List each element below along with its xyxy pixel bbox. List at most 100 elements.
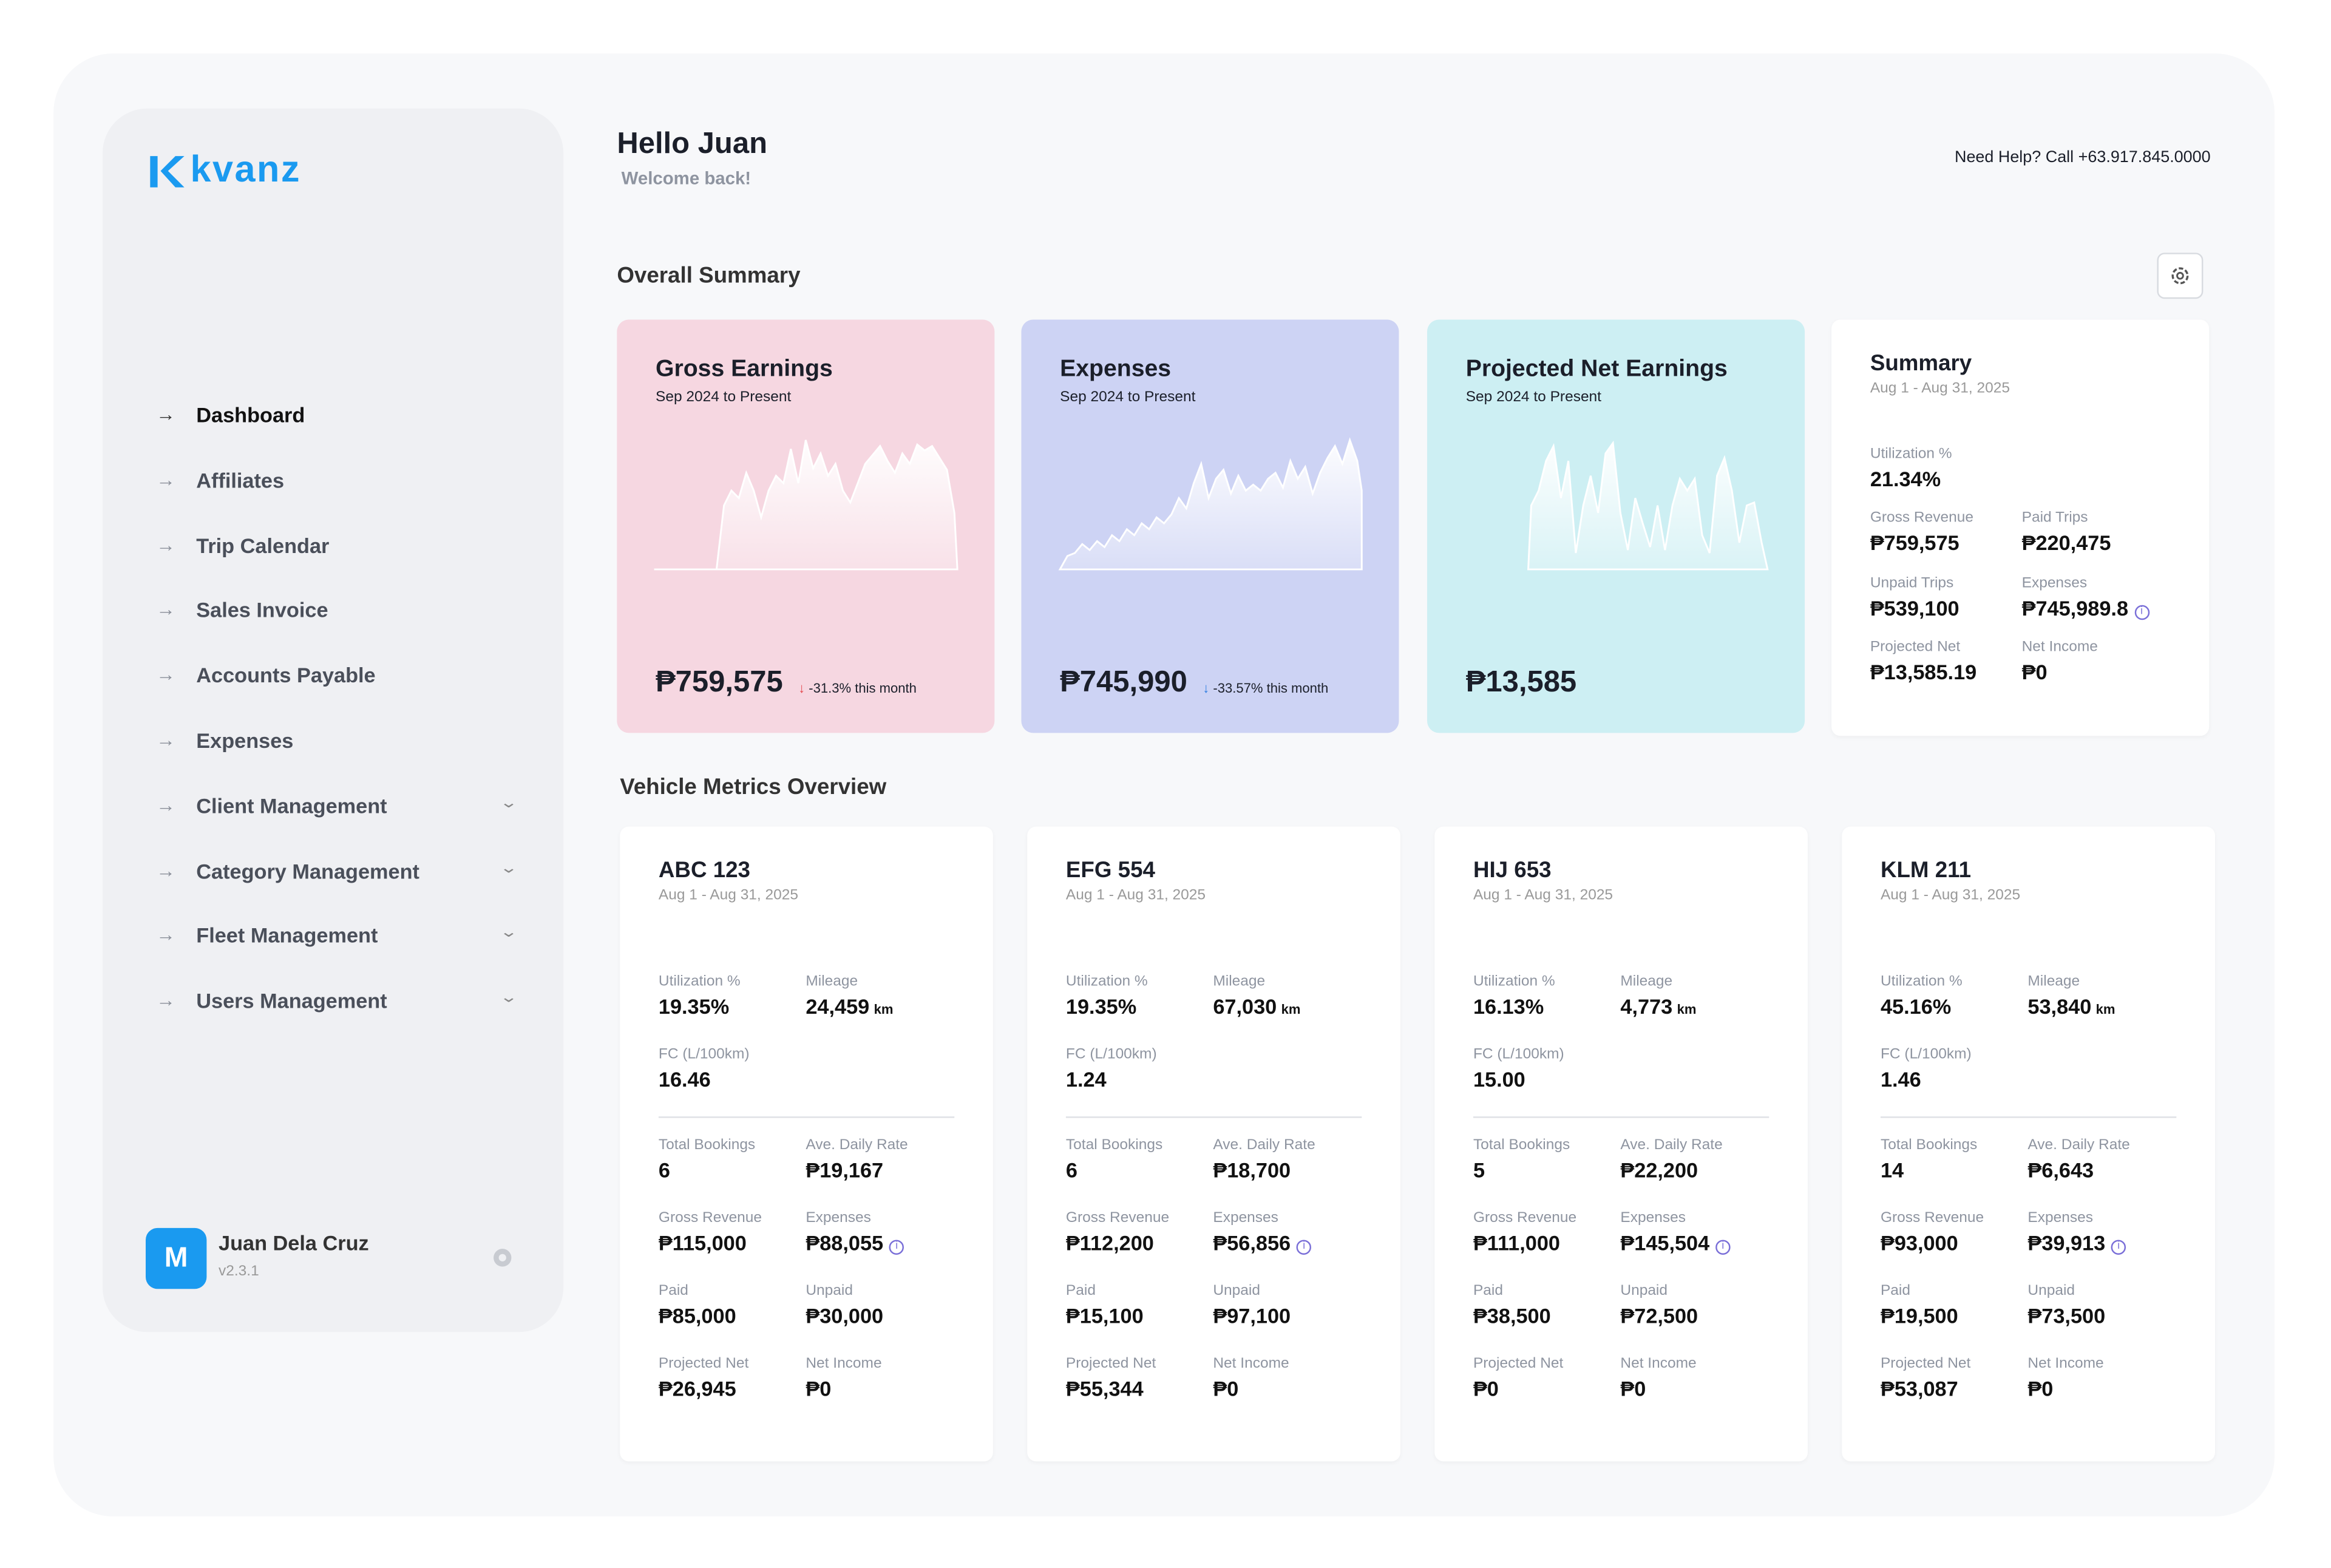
subtitle: Welcome back! bbox=[621, 168, 752, 189]
nav-item[interactable]: → Users Management ⌄ bbox=[149, 988, 528, 1017]
value-text: 14 bbox=[1880, 1158, 1904, 1182]
metric-label: Ave. Daily Rate bbox=[1620, 1137, 1723, 1154]
metric-value: ₱145,504 i bbox=[1620, 1230, 1731, 1255]
nav-arrow: → bbox=[156, 989, 175, 1011]
card-amount: ₱13,585 bbox=[1465, 666, 1577, 699]
metric-label: Net Income bbox=[2021, 639, 2098, 656]
help-text[interactable]: Need Help? Call +63.917.845.0000 bbox=[1954, 148, 2211, 167]
value-text: ₱38,500 bbox=[1473, 1303, 1551, 1328]
metric-value: ₱745,989.8 i bbox=[2022, 596, 2149, 620]
vehicle-card: ABC 123 Aug 1 - Aug 31, 2025 Utilization %… bbox=[620, 826, 993, 1462]
value-text: ₱30,000 bbox=[806, 1303, 884, 1328]
metric-value: ₱93,000 bbox=[1881, 1231, 1958, 1255]
settings-button[interactable] bbox=[2157, 253, 2204, 299]
vehicle-name: KLM 211 bbox=[1880, 858, 1972, 883]
divider bbox=[1065, 1116, 1362, 1118]
value-text: 67,030 bbox=[1213, 994, 1277, 1019]
change-text: -31.3% this month bbox=[809, 680, 917, 696]
nav-label: Users Management bbox=[196, 989, 387, 1013]
sidebar bbox=[102, 108, 564, 1332]
metric-label: FC (L/100km) bbox=[1473, 1047, 1564, 1064]
info-icon: i bbox=[2134, 605, 2149, 620]
value-text: 16.46 bbox=[658, 1067, 711, 1091]
metric-value: 16.46 bbox=[659, 1067, 711, 1091]
metric-label: Total Bookings bbox=[1880, 1137, 1978, 1154]
metric-value: ₱759,575 bbox=[1870, 531, 1959, 554]
brand: kvanz bbox=[190, 148, 301, 191]
metric-label: Net Income bbox=[2027, 1356, 2104, 1373]
metric-value: ₱0 bbox=[2027, 1377, 2053, 1400]
unit: km bbox=[2095, 1002, 2116, 1017]
metric-value: ₱55,344 bbox=[1066, 1377, 1144, 1400]
value-text: ₱53,087 bbox=[1880, 1376, 1958, 1400]
vehicle-period: Aug 1 - Aug 31, 2025 bbox=[658, 888, 799, 904]
nav-item[interactable]: → Category Management ⌄ bbox=[149, 857, 528, 887]
value-text: ₱26,945 bbox=[658, 1376, 736, 1400]
metric-value: 1.24 bbox=[1066, 1067, 1107, 1091]
metric-label: Unpaid Trips bbox=[1870, 575, 1954, 592]
metric-value: ₱111,000 bbox=[1473, 1231, 1560, 1255]
value-text: ₱93,000 bbox=[1880, 1230, 1958, 1255]
value-text: ₱88,055 bbox=[806, 1230, 884, 1255]
metric-label: Utilization % bbox=[1880, 974, 1963, 991]
vehicle-card: HIJ 653 Aug 1 - Aug 31, 2025 Utilization %… bbox=[1434, 826, 1808, 1462]
metric-label: Utilization % bbox=[1473, 974, 1555, 991]
metric-value: ₱220,475 bbox=[2022, 531, 2111, 554]
value-text: ₱55,344 bbox=[1065, 1376, 1144, 1400]
metric-value: ₱0 bbox=[2022, 660, 2048, 684]
value-text: ₱0 bbox=[806, 1376, 832, 1400]
value-text: ₱19,500 bbox=[1880, 1303, 1958, 1328]
metric-value: 19.35% bbox=[1066, 994, 1136, 1018]
nav-item[interactable]: → Trip Calendar bbox=[149, 532, 528, 562]
divider bbox=[1473, 1116, 1769, 1118]
value-text: ₱759,575 bbox=[1870, 531, 1959, 555]
metric-value: ₱0 bbox=[1620, 1377, 1646, 1400]
value-text: ₱0 bbox=[1213, 1376, 1239, 1400]
greeting: Hello Juan bbox=[617, 127, 768, 161]
nav-item[interactable]: → Accounts Payable bbox=[149, 662, 528, 691]
value-text: ₱115,000 bbox=[658, 1230, 747, 1255]
metric-value: ₱19,167 bbox=[806, 1158, 883, 1182]
metric-value: ₱26,945 bbox=[659, 1377, 736, 1400]
info-icon: i bbox=[2111, 1240, 2126, 1255]
section-title: Vehicle Metrics Overview bbox=[620, 774, 887, 800]
unit: km bbox=[1281, 1002, 1301, 1017]
metric-value: 16.13% bbox=[1473, 994, 1544, 1018]
metric-label: Paid bbox=[1065, 1283, 1096, 1300]
info-icon: i bbox=[1715, 1240, 1731, 1255]
card-period: Sep 2024 to Present bbox=[1060, 389, 1196, 406]
value-text: 15.00 bbox=[1473, 1067, 1525, 1091]
metric-value: 24,459 km bbox=[806, 994, 893, 1018]
metric-label: Projected Net bbox=[1870, 639, 1961, 656]
value-text: ₱145,504 bbox=[1620, 1230, 1710, 1255]
metric-label: Gross Revenue bbox=[1473, 1210, 1577, 1227]
metric-label: Mileage bbox=[1213, 974, 1266, 991]
nav-item[interactable]: → Client Management ⌄ bbox=[149, 792, 528, 822]
nav-item[interactable]: → Fleet Management ⌄ bbox=[149, 922, 528, 952]
metric-label: Total Bookings bbox=[1473, 1137, 1570, 1154]
metric-label: FC (L/100km) bbox=[658, 1047, 750, 1064]
metric-label: Projected Net bbox=[1473, 1356, 1564, 1373]
value-text: ₱19,167 bbox=[806, 1158, 884, 1182]
metric-value: ₱53,087 bbox=[1881, 1377, 1958, 1400]
metric-value: ₱18,700 bbox=[1213, 1158, 1291, 1182]
nav-item[interactable]: → Sales Invoice bbox=[149, 597, 528, 626]
metric-label: Ave. Daily Rate bbox=[2027, 1137, 2130, 1154]
metric-label: FC (L/100km) bbox=[1065, 1047, 1157, 1064]
info-icon: i bbox=[889, 1240, 904, 1255]
nav-item[interactable]: → Affiliates bbox=[149, 466, 528, 496]
user-settings[interactable] bbox=[490, 1246, 514, 1269]
metric-label: Gross Revenue bbox=[1880, 1210, 1984, 1227]
metric-label: Gross Revenue bbox=[1870, 510, 1973, 526]
nav-item[interactable]: → Expenses bbox=[149, 727, 528, 757]
vehicle-name: ABC 123 bbox=[658, 858, 751, 883]
metric-label: Mileage bbox=[2027, 974, 2080, 991]
metric-value: ₱0 bbox=[806, 1377, 831, 1400]
value-text: ₱85,000 bbox=[658, 1303, 736, 1328]
metric-value: ₱19,500 bbox=[1881, 1304, 1958, 1328]
nav-item[interactable]: → Dashboard bbox=[149, 401, 528, 431]
metric-label: Paid bbox=[658, 1283, 688, 1300]
chevron: ⌄ bbox=[499, 860, 518, 877]
